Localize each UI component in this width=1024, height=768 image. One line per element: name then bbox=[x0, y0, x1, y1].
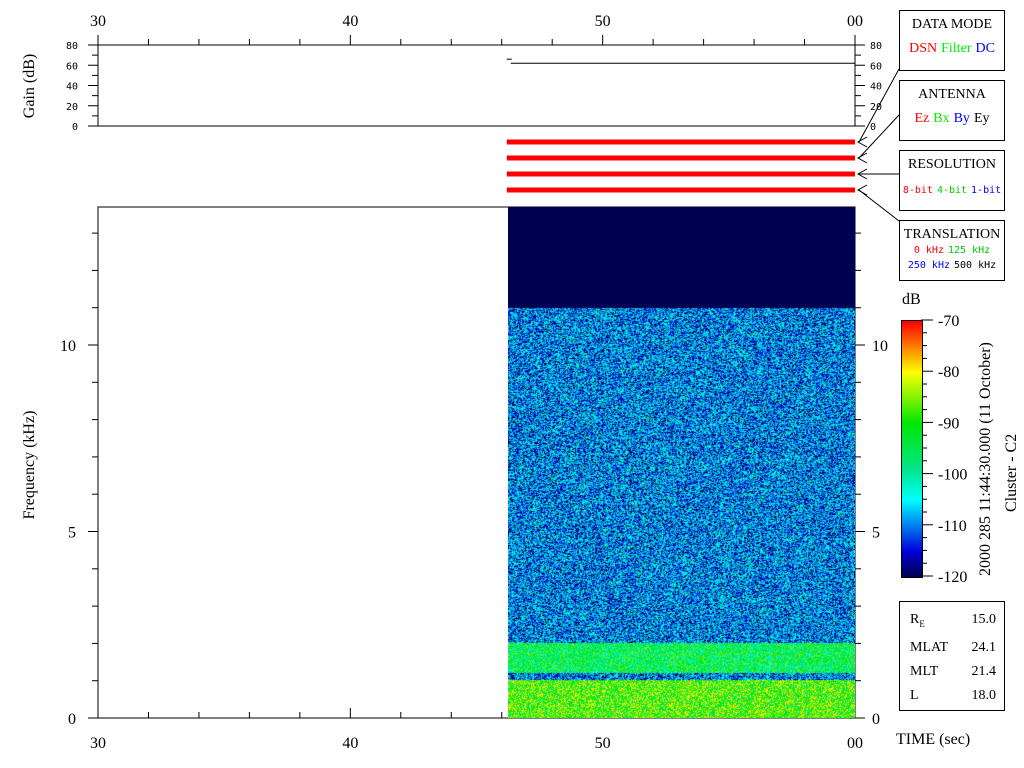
orbit-key: MLT bbox=[910, 660, 938, 684]
translation-legend: TRANSLATION 0 kHz 125 kHz 250 kHz 500 kHz bbox=[899, 220, 1005, 281]
gain-tick-label-right: 0 bbox=[870, 122, 876, 133]
legend-item: 1-bit bbox=[971, 185, 1001, 196]
antenna-items: Ez Bx By Ey bbox=[900, 111, 1004, 127]
data-mode-title: DATA MODE bbox=[900, 17, 1004, 33]
data-mode-items: DSN Filter DC bbox=[900, 41, 1004, 57]
gain-axis-label: Gain (dB) bbox=[21, 54, 38, 118]
colorbar bbox=[901, 320, 923, 578]
legend-item: DSN bbox=[909, 41, 937, 56]
orbit-value: 24.1 bbox=[972, 636, 997, 660]
legend-item: 500 kHz bbox=[954, 260, 996, 271]
gain-tick-label: 40 bbox=[66, 82, 78, 93]
status-bar bbox=[507, 188, 855, 193]
freq-tick-label-right: 5 bbox=[872, 525, 880, 542]
plot-title-date: 2000 285 11:44:30.000 (11 October) bbox=[977, 342, 994, 576]
orbit-key: RE bbox=[910, 608, 925, 636]
gain-tick-label: 60 bbox=[66, 61, 78, 72]
legend-item: 125 kHz bbox=[948, 245, 990, 256]
spectrogram-image bbox=[508, 207, 855, 718]
resolution-items: 8-bit 4-bit 1-bit bbox=[900, 185, 1004, 196]
legend-item: 0 kHz bbox=[914, 245, 944, 256]
orbit-key: MLAT bbox=[910, 636, 948, 660]
orbit-key: L bbox=[910, 684, 919, 708]
time-tick-label: 00 bbox=[847, 735, 863, 752]
colorbar-tick-label: -80 bbox=[938, 364, 959, 381]
colorbar-tick-label: -110 bbox=[938, 518, 967, 535]
time-tick-label: 30 bbox=[90, 13, 106, 30]
freq-tick-label-right: 10 bbox=[872, 338, 888, 355]
freq-tick-label: 10 bbox=[60, 338, 76, 355]
legend-item: DC bbox=[975, 41, 994, 56]
time-tick-label: 40 bbox=[342, 13, 358, 30]
orbit-value: 21.4 bbox=[972, 660, 997, 684]
colorbar-tick-label: -120 bbox=[938, 569, 967, 586]
gain-tick-label: 80 bbox=[66, 41, 78, 52]
legend-item: Bx bbox=[933, 111, 949, 126]
colorbar-unit-label: dB bbox=[902, 291, 921, 308]
antenna-legend: ANTENNA Ez Bx By Ey bbox=[899, 80, 1005, 141]
legend-item: Ey bbox=[974, 111, 990, 126]
time-tick-label: 00 bbox=[847, 13, 863, 30]
legend-item: Filter bbox=[941, 41, 971, 56]
time-axis-label: TIME (sec) bbox=[896, 731, 970, 748]
resolution-legend: RESOLUTION 8-bit 4-bit 1-bit bbox=[899, 150, 1005, 211]
gain-tick-label-right: 40 bbox=[870, 82, 882, 93]
legend-connector bbox=[859, 115, 899, 158]
plot-title-spacecraft: Cluster - C2 bbox=[1003, 434, 1020, 512]
colorbar-tick-label: -90 bbox=[938, 415, 959, 432]
resolution-title: RESOLUTION bbox=[900, 157, 1004, 173]
time-tick-label: 50 bbox=[595, 13, 611, 30]
gain-tick-label-right: 80 bbox=[870, 41, 882, 52]
orbit-row: RE 15.0 bbox=[910, 608, 996, 636]
freq-tick-label: 5 bbox=[68, 525, 76, 542]
antenna-title: ANTENNA bbox=[900, 87, 1004, 103]
orbit-info-box: RE 15.0 MLAT 24.1 MLT 21.4 L 18.0 bbox=[899, 601, 1005, 711]
time-tick-label: 30 bbox=[90, 735, 106, 752]
orbit-row: MLT 21.4 bbox=[910, 660, 996, 684]
translation-title: TRANSLATION bbox=[900, 227, 1004, 243]
legend-item: 4-bit bbox=[937, 185, 967, 196]
status-bar bbox=[507, 172, 855, 177]
gain-tick-label: 20 bbox=[66, 102, 78, 113]
freq-tick-label: 0 bbox=[68, 711, 76, 728]
status-bar bbox=[507, 156, 855, 161]
orbit-value: 15.0 bbox=[972, 608, 997, 636]
translation-items: 0 kHz 125 kHz 250 kHz 500 kHz bbox=[900, 243, 1004, 273]
legend-item: 250 kHz bbox=[908, 260, 950, 271]
time-tick-label: 40 bbox=[342, 735, 358, 752]
orbit-row: L 18.0 bbox=[910, 684, 996, 708]
orbit-value: 18.0 bbox=[972, 684, 997, 708]
orbit-row: MLAT 24.1 bbox=[910, 636, 996, 660]
time-tick-label: 50 bbox=[595, 735, 611, 752]
legend-item: Ez bbox=[914, 111, 929, 126]
colorbar-tick-label: -100 bbox=[938, 467, 967, 484]
freq-axis-label: Frequency (kHz) bbox=[21, 411, 38, 520]
colorbar-tick-label: -70 bbox=[938, 313, 959, 330]
freq-tick-label-right: 0 bbox=[872, 711, 880, 728]
legend-item: 8-bit bbox=[903, 185, 933, 196]
legend-connector bbox=[859, 190, 899, 221]
status-bar bbox=[507, 140, 855, 145]
gain-tick-label: 0 bbox=[72, 122, 78, 133]
legend-item: By bbox=[954, 111, 970, 126]
data-mode-legend: DATA MODE DSN Filter DC bbox=[899, 10, 1005, 71]
gain-tick-label-right: 60 bbox=[870, 61, 882, 72]
